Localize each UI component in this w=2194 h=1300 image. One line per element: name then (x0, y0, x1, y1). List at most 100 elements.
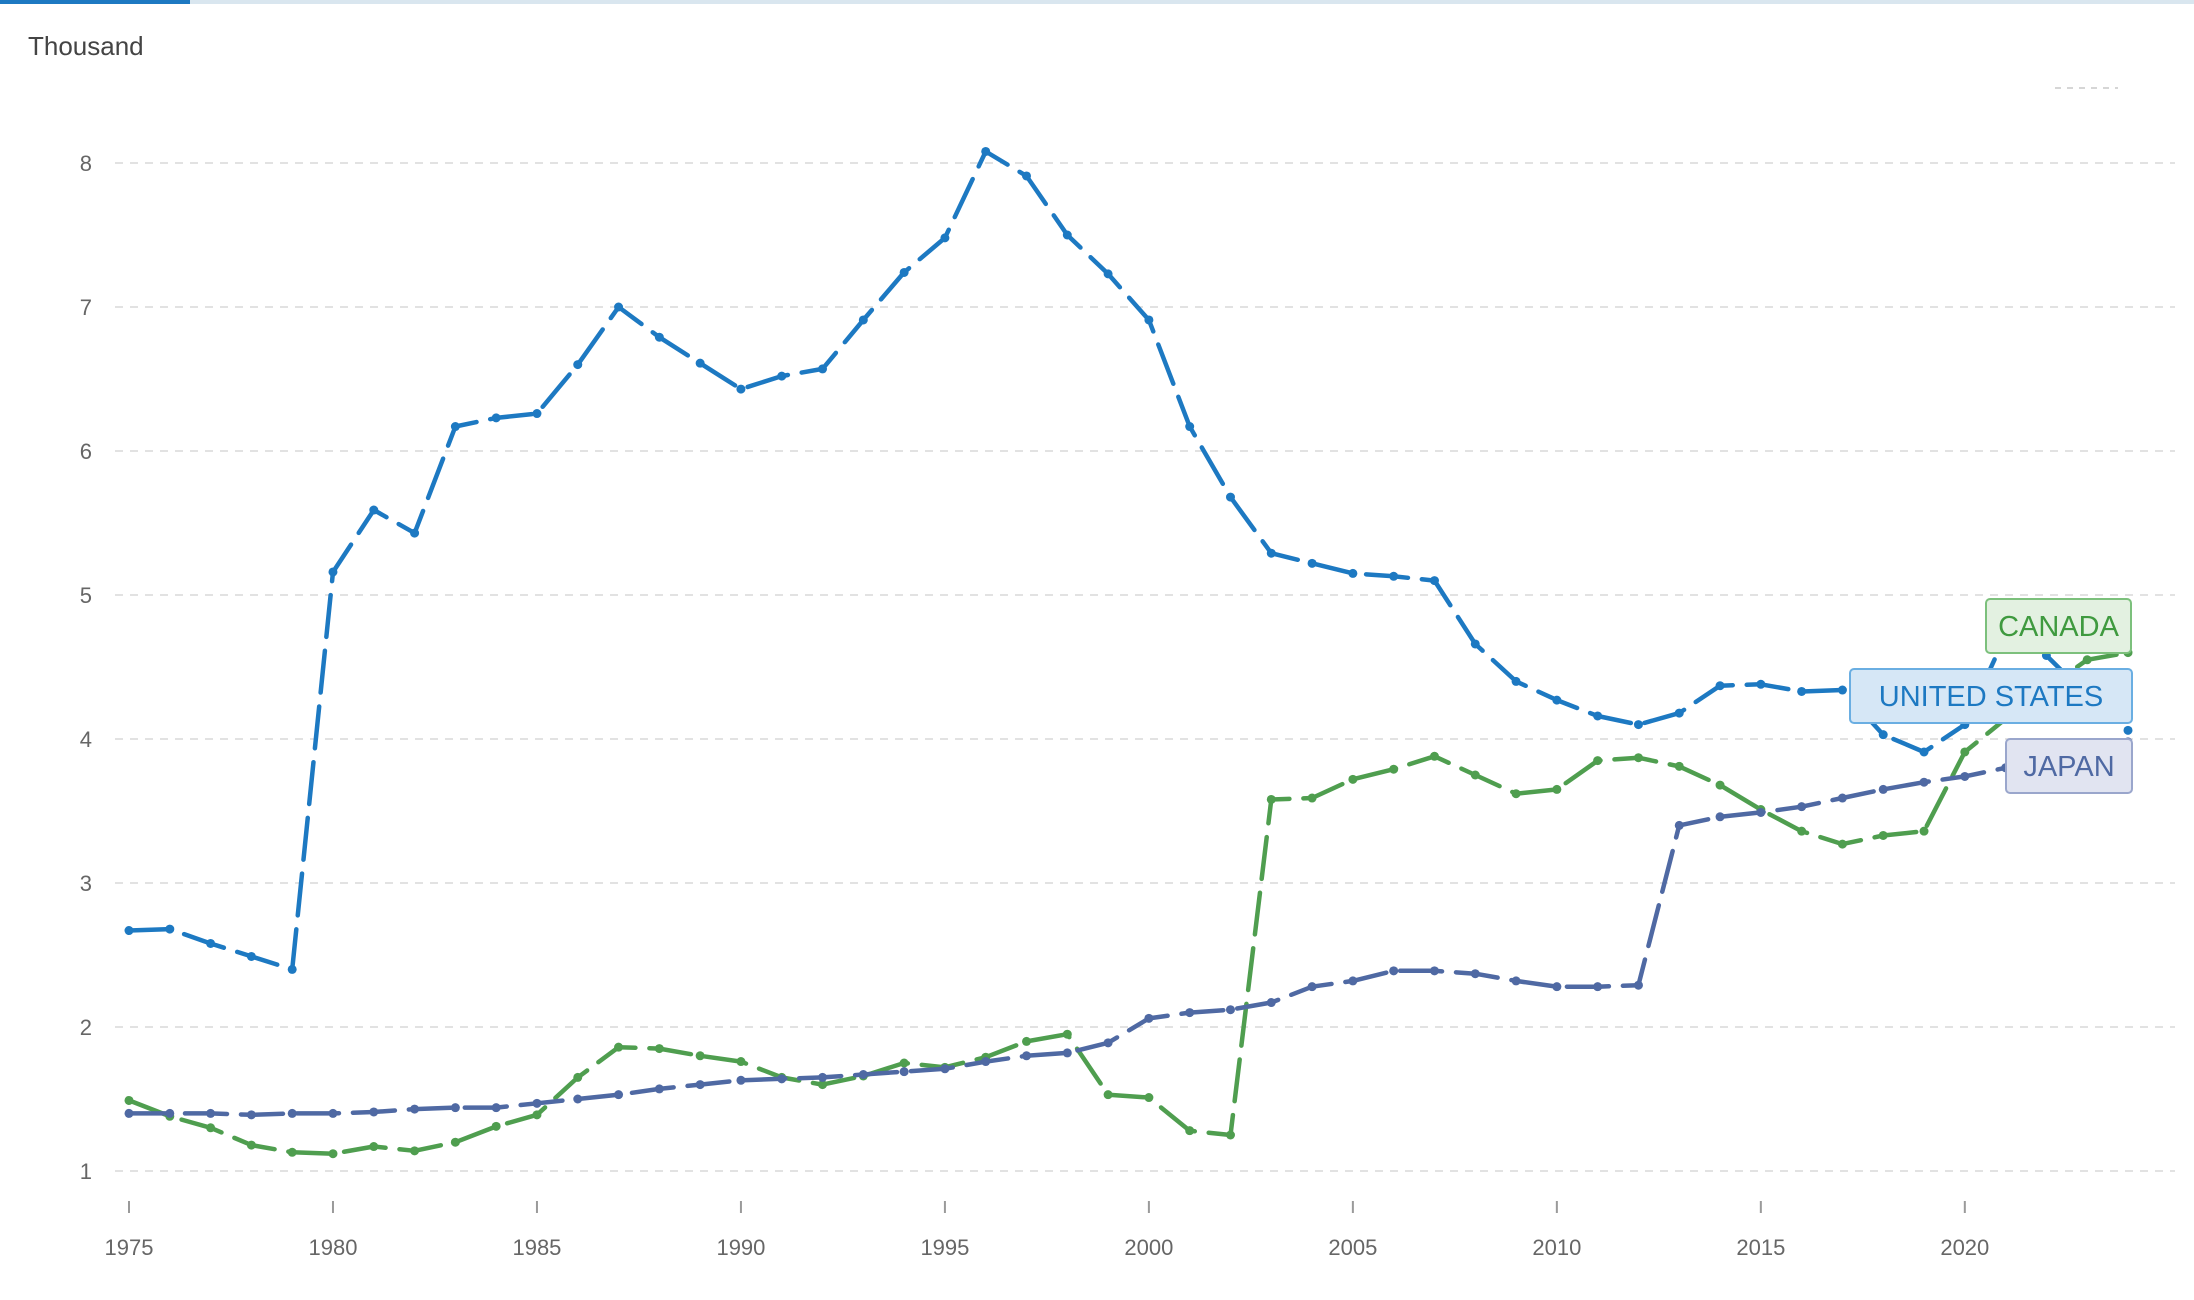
united-states-point[interactable] (410, 528, 420, 538)
japan-point[interactable] (736, 1075, 746, 1085)
canada-point[interactable] (1348, 774, 1358, 784)
united-states-point[interactable] (654, 332, 664, 342)
japan-point[interactable] (1307, 982, 1317, 992)
canada-point[interactable] (450, 1137, 460, 1147)
canada-point[interactable] (1837, 839, 1847, 849)
united-states-point[interactable] (695, 358, 705, 368)
canada-point[interactable] (410, 1146, 420, 1156)
japan-point[interactable] (1797, 802, 1807, 812)
japan-point[interactable] (328, 1108, 338, 1118)
japan-point[interactable] (1593, 982, 1603, 992)
canada-point[interactable] (736, 1057, 746, 1067)
japan-point[interactable] (124, 1108, 134, 1118)
japan-point[interactable] (1552, 982, 1562, 992)
japan-point[interactable] (206, 1108, 216, 1118)
canada-point[interactable] (1429, 751, 1439, 761)
united-states-point[interactable] (1756, 679, 1766, 689)
japan-point[interactable] (1837, 793, 1847, 803)
canada-point[interactable] (1878, 830, 1888, 840)
canada-point[interactable] (695, 1051, 705, 1061)
canada-point[interactable] (1389, 764, 1399, 774)
canada-point[interactable] (532, 1110, 542, 1120)
japan-point[interactable] (1511, 976, 1521, 986)
united-states-point[interactable] (1919, 747, 1929, 757)
canada-point[interactable] (1797, 826, 1807, 836)
united-states-point[interactable] (2123, 725, 2133, 735)
japan-point[interactable] (818, 1072, 828, 1082)
united-states-point[interactable] (1307, 558, 1317, 568)
japan-point[interactable] (287, 1108, 297, 1118)
japan-point[interactable] (1470, 969, 1480, 979)
united-states-point[interactable] (614, 302, 624, 312)
united-states-point[interactable] (369, 505, 379, 515)
japan-point[interactable] (1674, 820, 1684, 830)
japan-point[interactable] (777, 1074, 787, 1084)
japan-point[interactable] (695, 1080, 705, 1090)
japan-point[interactable] (1225, 1005, 1235, 1015)
united-states-point[interactable] (1348, 568, 1358, 578)
japan-point[interactable] (1878, 784, 1888, 794)
canada-point[interactable] (124, 1095, 134, 1105)
united-states-point[interactable] (287, 964, 297, 974)
united-states-point[interactable] (736, 384, 746, 394)
japan-point[interactable] (491, 1103, 501, 1113)
united-states-point[interactable] (981, 146, 991, 156)
japan-point[interactable] (450, 1103, 460, 1113)
canada-point[interactable] (491, 1121, 501, 1131)
united-states-point[interactable] (1674, 708, 1684, 718)
united-states-point[interactable] (1878, 730, 1888, 740)
japan-point[interactable] (1715, 812, 1725, 822)
japan-point[interactable] (1185, 1008, 1195, 1018)
united-states-point[interactable] (328, 567, 338, 577)
united-states-point[interactable] (573, 360, 583, 370)
united-states-point[interactable] (818, 364, 828, 374)
united-states-point[interactable] (491, 413, 501, 423)
united-states-point[interactable] (1185, 422, 1195, 432)
united-states-point[interactable] (246, 951, 256, 961)
canada-point[interactable] (1715, 780, 1725, 790)
united-states-point[interactable] (1429, 576, 1439, 586)
canada-point[interactable] (1919, 826, 1929, 836)
canada-point[interactable] (328, 1149, 338, 1159)
united-states-point[interactable] (165, 924, 175, 934)
japan-point[interactable] (940, 1064, 950, 1074)
canada-point[interactable] (1552, 784, 1562, 794)
united-states-point[interactable] (1837, 685, 1847, 695)
canada-point[interactable] (206, 1123, 216, 1133)
japan-point[interactable] (1348, 976, 1358, 986)
united-states-point[interactable] (450, 422, 460, 432)
united-states-point[interactable] (1470, 639, 1480, 649)
japan-point[interactable] (1756, 807, 1766, 817)
united-states-point[interactable] (1103, 269, 1113, 279)
canada-point[interactable] (573, 1072, 583, 1082)
japan-point[interactable] (614, 1090, 624, 1100)
japan-point[interactable] (532, 1098, 542, 1108)
japan-point[interactable] (981, 1057, 991, 1067)
united-states-point[interactable] (1552, 695, 1562, 705)
japan-point[interactable] (1389, 966, 1399, 976)
japan-point[interactable] (1144, 1013, 1154, 1023)
canada-point[interactable] (1593, 756, 1603, 766)
canada-point[interactable] (1633, 753, 1643, 763)
canada-point[interactable] (1185, 1126, 1195, 1136)
canada-point[interactable] (246, 1140, 256, 1150)
canada-point[interactable] (1674, 761, 1684, 771)
canada-point[interactable] (899, 1058, 909, 1068)
japan-point[interactable] (1266, 998, 1276, 1008)
japan-point[interactable] (654, 1084, 664, 1094)
japan-point[interactable] (573, 1094, 583, 1104)
united-states-point[interactable] (1144, 315, 1154, 325)
canada-point[interactable] (614, 1042, 624, 1052)
canada-point[interactable] (287, 1147, 297, 1157)
canada-point[interactable] (1103, 1090, 1113, 1100)
united-states-point[interactable] (1715, 681, 1725, 691)
japan-point[interactable] (899, 1067, 909, 1077)
united-states-point[interactable] (206, 938, 216, 948)
japan-point[interactable] (1429, 966, 1439, 976)
united-states-point[interactable] (940, 233, 950, 243)
united-states-point[interactable] (1022, 171, 1032, 181)
united-states-point[interactable] (1633, 720, 1643, 730)
japan-point[interactable] (1633, 980, 1643, 990)
japan-point[interactable] (410, 1104, 420, 1114)
united-states-point[interactable] (1062, 230, 1072, 240)
